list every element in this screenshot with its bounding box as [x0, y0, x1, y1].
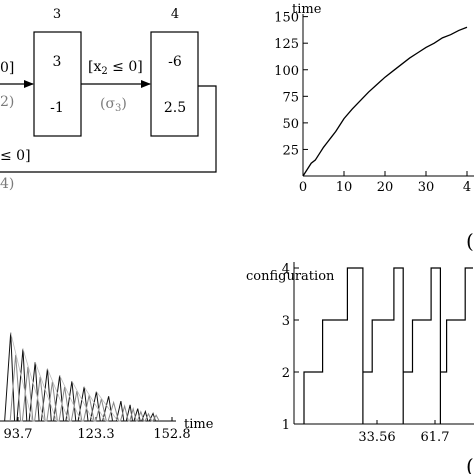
configuration-y-tick-label: 3 — [282, 314, 290, 329]
configuration-panel-label: ( — [466, 454, 474, 474]
state-4-number: 4 — [171, 7, 179, 22]
middle-edge-label: (σ3) — [100, 96, 127, 114]
sawtooth-fan-line — [47, 368, 70, 422]
time-curve-chart: time ( 25 50 75 100 125 150 0 10 20 30 4 — [274, 2, 474, 253]
time-curve-y-tick-label: 75 — [282, 90, 299, 105]
sawtooth-x-tick-label: 123.3 — [77, 427, 114, 442]
sawtooth-fan-line — [96, 391, 119, 422]
edge-state-4-loop — [0, 85, 217, 173]
time-curve-y-tick-label: 25 — [282, 143, 299, 158]
time-curve-y-tick-label: 150 — [274, 11, 299, 26]
sawtooth-fan-line — [71, 380, 94, 422]
sawtooth-fan-line — [59, 375, 82, 422]
time-curve-panel-label: ( — [466, 229, 474, 253]
configuration-x-tick-label: 61.7 — [421, 430, 450, 445]
configuration-y-label: configuration — [246, 269, 335, 284]
sawtooth-chart: time 93.7 123.3 152.8 — [0, 332, 214, 442]
automaton-diagram: 3 4 3 -1 -6 2.5 0] 2) [x2 ≤ 0] (σ3) ≤ 0]… — [0, 7, 217, 192]
sawtooth-x-tick-label: 93.7 — [4, 427, 33, 442]
state-4-top-value: -6 — [168, 54, 182, 70]
time-curve-y-label: time — [292, 2, 322, 17]
state-4-box — [150, 31, 199, 137]
time-curve-x-tick-label: 30 — [418, 180, 435, 195]
left-edge-guard: 0] — [0, 60, 14, 76]
time-curve-x-tick-label: 0 — [299, 180, 307, 195]
state-4-bottom-value: 2.5 — [164, 100, 186, 116]
left-edge-label: 2) — [0, 94, 14, 110]
configuration-step-line — [303, 267, 473, 424]
state-3-number: 3 — [53, 7, 61, 22]
sawtooth-x-tick-label: 152.8 — [153, 427, 190, 442]
sawtooth-fan-line — [83, 386, 106, 422]
time-curve-line — [302, 26, 468, 177]
bottom-edge-guard: ≤ 0] — [0, 148, 31, 164]
sawtooth-x-label: time — [184, 417, 214, 432]
configuration-y-tick-label: 4 — [282, 262, 290, 277]
time-curve-y-tick-label: 50 — [282, 117, 299, 132]
bottom-edge-label: 4) — [0, 176, 14, 192]
state-3-box — [33, 31, 82, 137]
time-curve-x-tick-label: 20 — [377, 180, 394, 195]
sawtooth-series-main — [4, 332, 156, 422]
state-3-bottom-value: -1 — [50, 100, 64, 116]
sawtooth-fan-line — [22, 348, 45, 422]
configuration-y-tick-label: 2 — [282, 366, 290, 381]
sawtooth-series-secondary — [9, 354, 160, 422]
time-curve-y-tick-label: 125 — [274, 37, 299, 52]
configuration-x-tick-label: 33.56 — [358, 430, 395, 445]
time-curve-x-tick-label: 10 — [336, 180, 353, 195]
time-curve-y-tick-label: 100 — [274, 64, 299, 79]
time-curve-x-tick-label: 4 — [463, 180, 471, 195]
configuration-chart: configuration ( 1 2 3 4 33.56 61.7 — [246, 262, 474, 474]
sawtooth-fan-line — [10, 332, 33, 422]
state-3-top-value: 3 — [53, 54, 62, 70]
configuration-y-tick-label: 1 — [282, 418, 290, 433]
sawtooth-fan-line — [34, 361, 58, 422]
middle-edge-guard: [x2 ≤ 0] — [88, 59, 143, 77]
